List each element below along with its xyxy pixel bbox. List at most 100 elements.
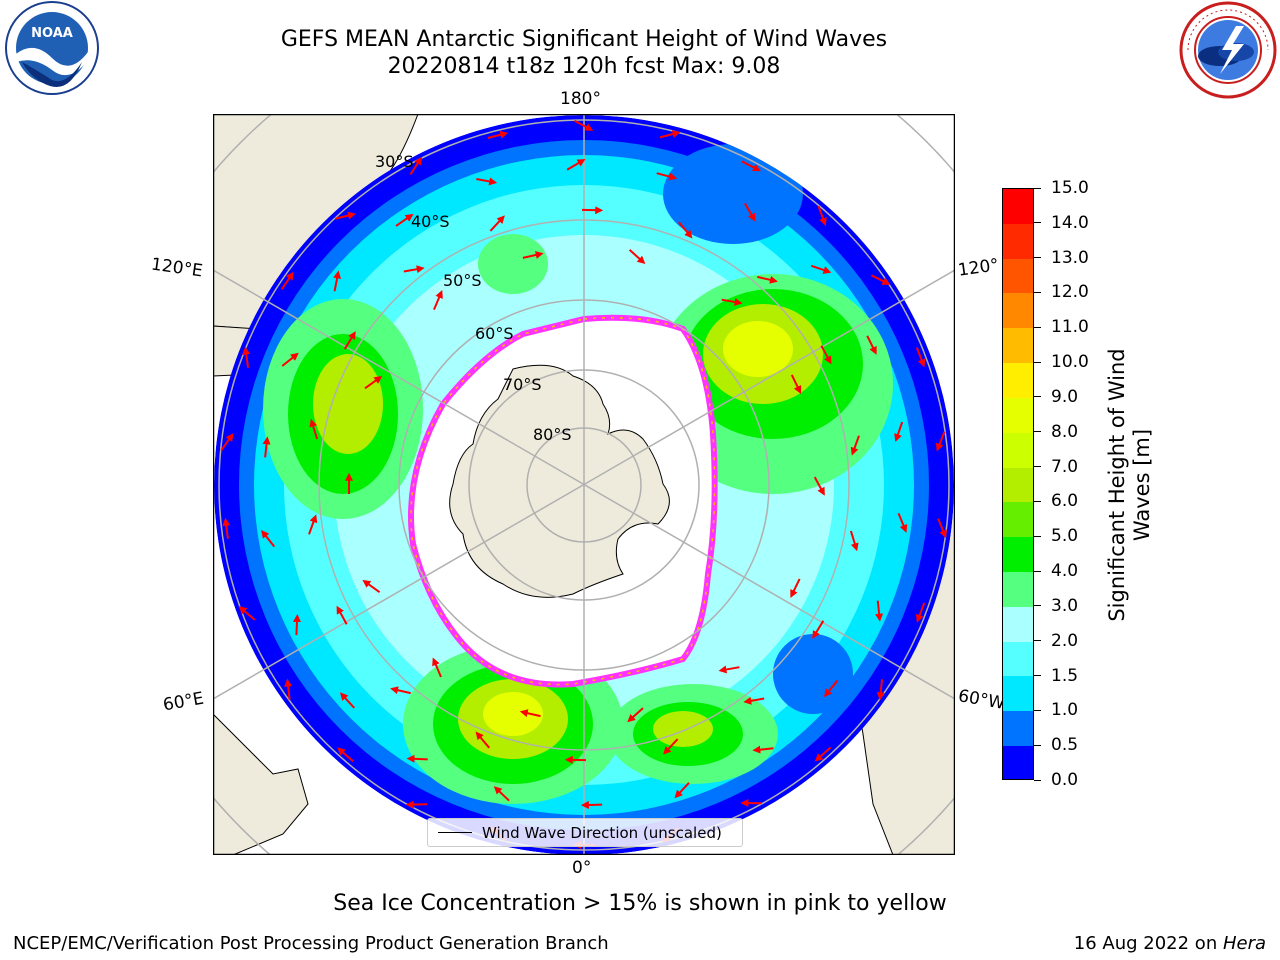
lon-label-180: 180° <box>560 89 601 109</box>
wind-wave-arrow <box>406 754 428 763</box>
colorbar-segment <box>1003 223 1033 259</box>
colorbar-tick <box>1034 326 1041 328</box>
wind-wave-arrow <box>870 274 891 285</box>
colorbar-tick-label: 15.0 <box>1051 178 1089 198</box>
wind-wave-arrow <box>390 686 411 695</box>
colorbar-label-line2: Waves [m] <box>1130 428 1154 542</box>
wind-wave-arrow <box>364 375 383 390</box>
wind-wave-arrow <box>242 346 251 368</box>
colorbar-segment <box>1003 397 1033 433</box>
wind-wave-arrow <box>476 177 498 186</box>
wind-wave-arrow <box>280 271 294 290</box>
map-legend: Wind Wave Direction (unscaled) <box>427 818 743 847</box>
colorbar-tick-label: 10.0 <box>1051 352 1089 373</box>
colorbar-tick <box>1034 396 1041 398</box>
wind-wave-arrow <box>897 512 908 533</box>
colorbar-tick-label: 5.0 <box>1051 526 1079 547</box>
wind-wave-arrow <box>659 130 681 139</box>
colorbar-segment <box>1003 502 1033 538</box>
wind-wave-arrow <box>741 160 761 172</box>
wind-wave-arrow <box>335 211 357 220</box>
wind-wave-arrow <box>743 696 765 705</box>
colorbar-tick-label: 11.0 <box>1051 317 1089 338</box>
wind-wave-arrow <box>337 747 354 763</box>
wind-wave-arrow <box>790 578 801 598</box>
sea-ice-caption: Sea Ice Concentration > 15% is shown in … <box>333 891 947 916</box>
wind-wave-arrow <box>790 374 802 394</box>
wind-wave-arrow <box>656 172 678 181</box>
legend-line-icon <box>438 832 472 833</box>
wind-wave-arrow <box>336 605 348 625</box>
wind-wave-arrow <box>409 156 423 175</box>
wind-wave-arrow <box>627 707 644 723</box>
wind-wave-arrow <box>823 679 839 698</box>
wind-wave-arrow <box>566 158 586 171</box>
lat-label-70s: 70°S <box>503 375 542 394</box>
wind-wave-arrow <box>937 518 947 539</box>
lon-label-60w: 60°W <box>956 686 1007 714</box>
colorbar-segment <box>1003 641 1033 677</box>
wind-wave-arrow <box>522 251 544 259</box>
lon-label-120w: 120° <box>956 255 1001 281</box>
colorbar-tick <box>1034 466 1041 468</box>
colorbar-segment <box>1003 258 1033 294</box>
colorbar-tick <box>1034 431 1041 433</box>
polar-map: 30°S 40°S 50°S 60°S 70°S 80°S <box>212 113 956 856</box>
lon-label-0: 0° <box>572 858 592 878</box>
wind-wave-arrow <box>915 602 926 623</box>
noaa-logo-icon: NOAA <box>0 0 104 100</box>
chart-title: GEFS MEAN Antarctic Significant Height o… <box>280 27 888 52</box>
wind-wave-arrow <box>238 606 256 621</box>
colorbar-segment <box>1003 571 1033 607</box>
wind-wave-arrow <box>475 731 490 749</box>
lon-label-120e: 120°E <box>149 254 204 282</box>
colorbar-tick <box>1034 361 1041 363</box>
wind-wave-arrow <box>333 270 342 292</box>
colorbar-tick-label: 0.5 <box>1051 735 1079 756</box>
colorbar-segment <box>1003 467 1033 503</box>
footer-date-text: 16 Aug 2022 on <box>1073 933 1223 954</box>
colorbar-tick <box>1034 187 1041 189</box>
colorbar-tick <box>1034 257 1041 259</box>
wind-wave-arrow <box>813 476 825 496</box>
colorbar-tick-label: 4.0 <box>1051 561 1079 582</box>
colorbar-tick-label: 1.0 <box>1051 700 1079 721</box>
colorbar-tick <box>1034 291 1041 293</box>
wind-wave-arrow <box>580 800 603 809</box>
colorbar-tick <box>1034 605 1041 607</box>
wind-wave-arrow <box>487 130 509 139</box>
wind-wave-arrow <box>362 579 381 594</box>
colorbar-segment <box>1003 537 1033 572</box>
wind-wave-arrow <box>718 665 740 674</box>
wind-wave-arrow <box>309 418 319 440</box>
colorbar-tick <box>1034 570 1041 572</box>
colorbar-segment <box>1003 363 1033 398</box>
wind-wave-arrow <box>674 782 690 799</box>
colorbar-tick-label: 8.0 <box>1051 421 1079 442</box>
wind-wave-arrow <box>262 436 271 458</box>
lat-label-60s: 60°S <box>475 324 514 343</box>
colorbar-label: Significant Height of Wind Waves [m] <box>1105 285 1155 685</box>
colorbar-label-line1: Significant Height of Wind <box>1105 348 1129 622</box>
footer-host: Hera <box>1222 933 1266 954</box>
lat-label-50s: 50°S <box>443 271 482 290</box>
wind-wave-arrow <box>678 221 693 239</box>
wind-wave-arrow <box>261 529 276 548</box>
colorbar-tick-label: 12.0 <box>1051 282 1089 303</box>
colorbar-tick <box>1034 535 1041 537</box>
wind-wave-arrow <box>814 746 832 762</box>
colorbar-segment <box>1003 328 1033 364</box>
svg-text:NOAA: NOAA <box>31 26 73 41</box>
lat-label-80s: 80°S <box>533 425 572 444</box>
wind-wave-arrow <box>489 215 505 232</box>
colorbar-tick <box>1034 640 1041 642</box>
wind-wave-arrow <box>574 119 594 131</box>
wind-wave-arrow <box>721 298 743 306</box>
wind-wave-arrow <box>810 264 832 274</box>
colorbar-tick-label: 9.0 <box>1051 386 1079 407</box>
colorbar-tick <box>1034 744 1041 746</box>
wind-wave-arrow <box>493 786 510 802</box>
footer-branch: NCEP/EMC/Verification Post Processing Pr… <box>13 933 609 954</box>
wind-wave-arrow <box>433 290 443 310</box>
wind-wave-arrow <box>817 205 827 227</box>
